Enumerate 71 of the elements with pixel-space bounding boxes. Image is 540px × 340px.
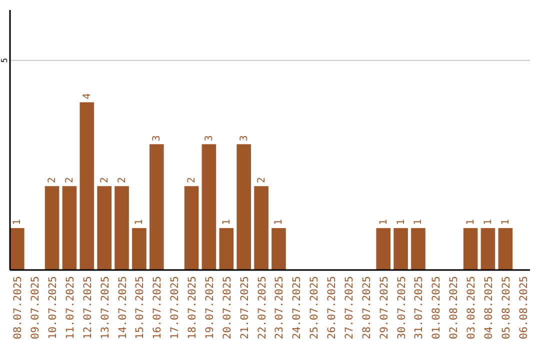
- data-label: 3: [238, 135, 250, 142]
- x-tick-label: 08.07.2025: [12, 276, 24, 340]
- x-tick-label: 01.08.2025: [430, 276, 443, 340]
- bar: [62, 186, 77, 270]
- x-tick-label: 21.07.2025: [238, 276, 251, 340]
- bar: [480, 228, 496, 270]
- x-tick-label: 16.07.2025: [152, 276, 164, 340]
- x-tick-label: 27.07.2025: [343, 276, 356, 340]
- data-label: 2: [64, 177, 76, 184]
- x-tick-label: 12.07.2025: [82, 276, 94, 340]
- x-tick-label: 04.08.2025: [482, 276, 495, 340]
- bar: [97, 186, 112, 270]
- x-tick-label: 13.07.2025: [99, 276, 112, 340]
- data-label: 1: [274, 219, 285, 226]
- y-tick-label: 5: [0, 58, 9, 63]
- bar: [114, 186, 129, 270]
- x-tick-label: 18.07.2025: [186, 276, 199, 340]
- bar: [463, 228, 478, 270]
- x-tick-label: 25.07.2025: [308, 276, 321, 340]
- x-tick-label: 17.07.2025: [169, 276, 182, 340]
- data-label: 1: [221, 219, 232, 226]
- x-tick-label: 22.07.2025: [256, 276, 268, 340]
- bar: [202, 144, 216, 270]
- data-label: 1: [396, 219, 407, 226]
- bar: [80, 102, 94, 270]
- x-tick-label: 14.07.2025: [116, 276, 129, 340]
- data-label: 1: [466, 219, 477, 226]
- bar: [394, 228, 408, 270]
- data-label: 1: [413, 219, 424, 226]
- data-label: 2: [99, 177, 110, 184]
- data-label: 1: [12, 219, 24, 226]
- x-tick-label: 28.07.2025: [360, 276, 373, 340]
- x-tick-label: 11.07.2025: [64, 276, 76, 340]
- bar: [44, 186, 60, 270]
- x-tick-label: 19.07.2025: [204, 276, 216, 340]
- bar: [132, 228, 146, 270]
- data-label: 1: [482, 219, 494, 226]
- bar: [184, 186, 199, 270]
- x-tick-label: 09.07.2025: [30, 276, 42, 340]
- bar: [376, 228, 390, 270]
- bar: [219, 228, 234, 270]
- bar: [272, 228, 286, 270]
- x-tick-label: 31.07.2025: [413, 276, 426, 340]
- bar: [10, 228, 24, 270]
- bar: [150, 144, 164, 270]
- x-tick-label: 03.08.2025: [466, 276, 478, 340]
- bar: [411, 228, 426, 270]
- data-label: 1: [500, 219, 512, 226]
- bar: [498, 228, 513, 270]
- data-label: 2: [256, 177, 268, 184]
- x-tick-label: 29.07.2025: [378, 276, 390, 340]
- x-tick-label: 23.07.2025: [274, 276, 286, 340]
- data-label: 3: [204, 135, 215, 142]
- x-tick-label: 26.07.2025: [326, 276, 338, 340]
- data-label: 1: [134, 219, 146, 226]
- x-tick-label: 02.08.2025: [448, 276, 460, 340]
- bar: [236, 144, 251, 270]
- data-label: 3: [152, 135, 163, 142]
- x-tick-label: 10.07.2025: [47, 276, 60, 340]
- x-tick-label: 20.07.2025: [221, 276, 234, 340]
- x-tick-label: 24.07.2025: [291, 276, 304, 340]
- x-tick-label: 30.07.2025: [396, 276, 408, 340]
- x-tick-label: 15.07.2025: [134, 276, 146, 340]
- data-label: 2: [47, 177, 58, 184]
- x-tick-label: 05.08.2025: [500, 276, 512, 340]
- x-tick-label: 06.08.2025: [518, 276, 530, 340]
- data-label: 4: [82, 93, 93, 100]
- data-label: 1: [378, 219, 390, 226]
- data-label: 2: [186, 177, 198, 184]
- bar: [254, 186, 268, 270]
- data-label: 2: [116, 177, 128, 184]
